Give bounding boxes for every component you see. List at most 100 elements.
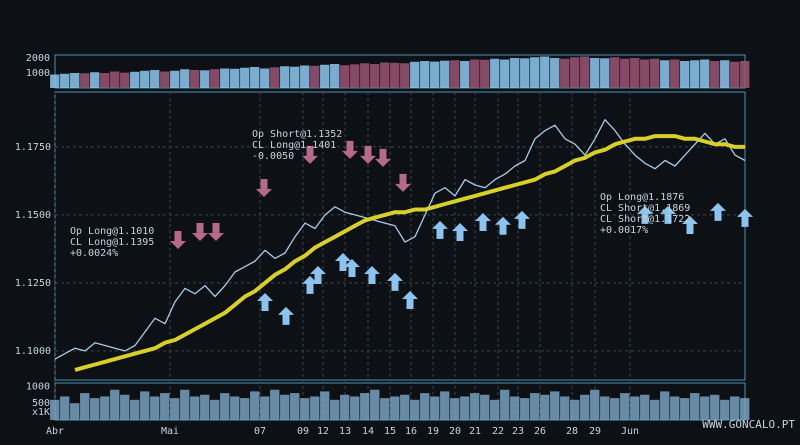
volume-bar bbox=[70, 73, 80, 88]
volume-bar bbox=[100, 396, 110, 420]
volume-bar bbox=[590, 58, 600, 88]
short-arrow bbox=[342, 140, 358, 159]
volume-bar bbox=[430, 396, 440, 420]
volume-bar bbox=[530, 57, 540, 88]
volume-bar bbox=[360, 63, 370, 88]
volume-bar bbox=[710, 61, 720, 88]
volume-bar bbox=[210, 399, 220, 420]
volume-bar bbox=[300, 398, 310, 420]
annotation-text: CL Short@1.1869 bbox=[600, 203, 690, 214]
volume-bar bbox=[180, 389, 190, 420]
volume-bar bbox=[570, 57, 580, 88]
volume-bar bbox=[450, 398, 460, 420]
x-tick-label: 16 bbox=[405, 426, 417, 437]
volume-bar bbox=[420, 393, 430, 420]
short-arrow bbox=[256, 179, 272, 197]
long-arrow bbox=[278, 306, 294, 325]
x-tick-label: 26 bbox=[534, 426, 546, 437]
volume-bar bbox=[690, 60, 700, 88]
volume-bar bbox=[230, 68, 240, 88]
long-arrow bbox=[737, 208, 753, 227]
volume-bar bbox=[310, 396, 320, 420]
x-tick-label: 13 bbox=[339, 426, 351, 437]
volume-bar bbox=[600, 396, 610, 420]
volume-bar bbox=[200, 70, 210, 88]
annotation-text: CL Long@1.1401 bbox=[252, 140, 336, 151]
annotation-text: CL Short@1.1722 bbox=[600, 214, 690, 225]
x-tick-label: 15 bbox=[384, 426, 396, 437]
y-tick-label: 1.1250 bbox=[15, 278, 51, 289]
volume-bar bbox=[240, 398, 250, 420]
volume-bar bbox=[80, 393, 90, 420]
long-arrow bbox=[637, 205, 653, 224]
annotation-text: Op Long@1.1010 bbox=[70, 226, 154, 237]
volume-bar bbox=[350, 64, 360, 88]
volume-bar bbox=[310, 65, 320, 88]
volume-bar bbox=[670, 59, 680, 88]
volume-bar bbox=[500, 59, 510, 88]
volume-bar bbox=[200, 394, 210, 420]
volume-bar bbox=[640, 394, 650, 420]
volume-bar bbox=[740, 398, 750, 420]
volume-bar bbox=[680, 398, 690, 420]
volume-bar bbox=[590, 389, 600, 420]
x-tick-label: 07 bbox=[254, 426, 266, 437]
long-arrow bbox=[432, 220, 448, 239]
volume-bar bbox=[530, 393, 540, 420]
volume-bar bbox=[410, 399, 420, 420]
volume-bar bbox=[260, 68, 270, 88]
volume-bar bbox=[690, 393, 700, 420]
short-arrow bbox=[360, 145, 376, 164]
volume-bar bbox=[210, 69, 220, 88]
volume-bar bbox=[250, 67, 260, 88]
volume-bar bbox=[430, 61, 440, 88]
volume-bar bbox=[450, 60, 460, 88]
volume-bar bbox=[650, 399, 660, 420]
long-arrow bbox=[475, 212, 491, 231]
long-arrow bbox=[302, 275, 318, 294]
volume-bar bbox=[280, 394, 290, 420]
y-tick-label: 1.1500 bbox=[15, 210, 51, 221]
volume-bar bbox=[560, 58, 570, 88]
volume-bar bbox=[170, 398, 180, 420]
volume-bar bbox=[580, 394, 590, 420]
volume-bar bbox=[290, 66, 300, 88]
volume-bar bbox=[570, 399, 580, 420]
x-tick-label: 28 bbox=[566, 426, 578, 437]
annotation-text: CL Long@1.1395 bbox=[70, 237, 154, 248]
volume-bar bbox=[720, 399, 730, 420]
volume-bar bbox=[560, 396, 570, 420]
volume-bar bbox=[730, 396, 740, 420]
short-arrow bbox=[395, 173, 411, 192]
volume-bar bbox=[480, 59, 490, 88]
volume-bar bbox=[50, 399, 60, 420]
volume-bar bbox=[660, 391, 670, 420]
watermark: WWW.GONCALO.PT bbox=[702, 418, 795, 431]
volume-bar bbox=[340, 394, 350, 420]
volume-bar bbox=[220, 68, 230, 88]
long-arrow bbox=[335, 252, 351, 271]
volume-bar bbox=[160, 393, 170, 420]
volume-bar bbox=[60, 396, 70, 420]
volume-tick-label: 1000 bbox=[26, 381, 50, 392]
volume-bar bbox=[120, 394, 130, 420]
volume-bar bbox=[460, 396, 470, 420]
volume-bar bbox=[230, 396, 240, 420]
volume-bar bbox=[240, 67, 250, 88]
price-frame bbox=[54, 91, 746, 381]
volume-bar bbox=[710, 394, 720, 420]
x-tick-label: 22 bbox=[492, 426, 504, 437]
volume-unit: x1K bbox=[32, 407, 50, 418]
volume-bar bbox=[160, 71, 170, 88]
x-tick-label: 12 bbox=[317, 426, 329, 437]
volume-tick-label: 1000 bbox=[26, 68, 50, 79]
volume-bar bbox=[490, 399, 500, 420]
volume-bar bbox=[250, 391, 260, 420]
long-arrow bbox=[682, 215, 698, 234]
volume-bar bbox=[390, 396, 400, 420]
volume-bar bbox=[540, 394, 550, 420]
volume-bar bbox=[550, 391, 560, 420]
volume-bar bbox=[660, 60, 670, 88]
x-tick-label: Abr bbox=[46, 426, 64, 437]
short-arrow bbox=[170, 230, 186, 249]
